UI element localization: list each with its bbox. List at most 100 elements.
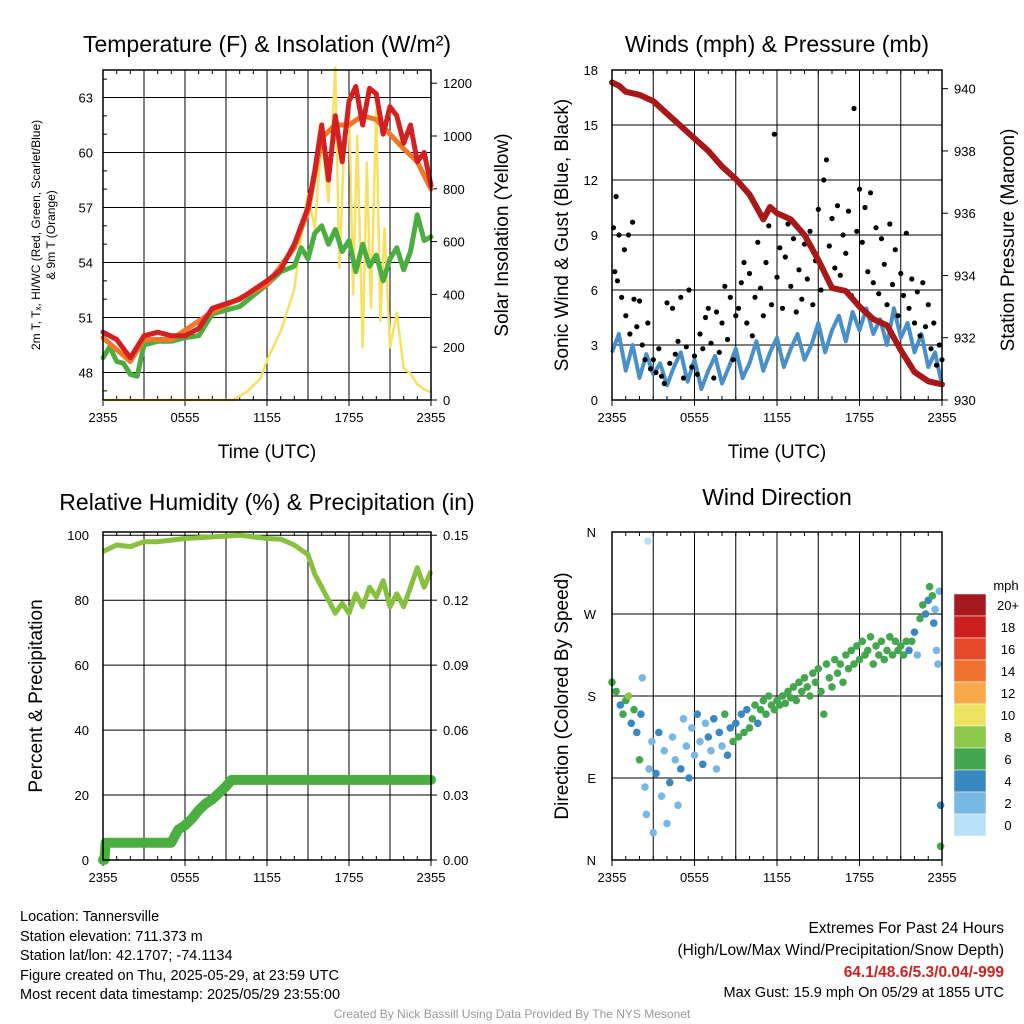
y2-tick-label: 940: [954, 82, 976, 97]
gust-point: [727, 294, 733, 300]
chart-title: Wind Direction: [702, 484, 852, 510]
direction-point: [699, 760, 707, 769]
legend-label: 4: [1004, 774, 1011, 789]
gust-point: [823, 157, 830, 163]
plot-border: [611, 531, 943, 861]
plot-border: [102, 69, 432, 401]
gust-point: [719, 320, 725, 326]
gust-point: [909, 276, 915, 282]
gust-point: [763, 259, 769, 266]
direction-point: [921, 610, 930, 618]
direction-point: [817, 687, 825, 696]
y-axis-label: & 9m T (Orange): [44, 190, 58, 280]
y2-tick-label: 936: [954, 206, 976, 221]
direction-point: [925, 582, 934, 591]
y2-tick-label: 930: [954, 393, 976, 408]
direction-point: [932, 646, 941, 655]
gust-point: [680, 375, 687, 381]
legend-swatch: [953, 659, 987, 683]
y-axis-label: Direction (Colored By Speed): [552, 572, 573, 819]
gust-point: [815, 206, 821, 212]
series-station-pressure: [609, 79, 945, 388]
gust-point: [878, 236, 885, 242]
y-tick-label: E: [587, 771, 596, 786]
gust-point: [678, 294, 684, 300]
gust-point: [667, 360, 673, 366]
direction-point: [888, 651, 897, 659]
y2-tick-label: 1000: [443, 129, 472, 144]
station-latlon: Station lat/lon: 42.1707; -74.1134: [20, 948, 233, 964]
direction-point: [751, 701, 759, 709]
gust-point: [851, 105, 857, 112]
direction-point: [803, 683, 812, 691]
gust-point: [845, 208, 852, 214]
extremes-heading: Extremes For Past 24 Hours: [808, 920, 1004, 937]
direction-point: [734, 733, 743, 741]
direction-point: [809, 669, 817, 677]
figure-created: Figure created on Thu, 2025-05-29, at 23…: [20, 967, 339, 984]
direction-point: [641, 783, 649, 791]
gust-point: [843, 250, 849, 256]
gust-point: [705, 305, 711, 311]
x-tick-label: 1755: [845, 410, 874, 425]
direction-point: [877, 637, 886, 646]
gust-point: [755, 239, 761, 245]
gust-point: [746, 270, 753, 277]
direction-point: [897, 642, 905, 650]
panel-2: 2355 0555 1155 1755 235503691215189309329349…: [552, 31, 1019, 463]
gust-point: [854, 228, 860, 234]
y-tick-label: S: [587, 689, 596, 704]
direction-point: [704, 733, 713, 741]
station-elevation: Station elevation: 711.373 m: [20, 928, 203, 945]
direction-point: [828, 683, 836, 691]
direction-point: [729, 737, 737, 746]
y-tick-label: 48: [79, 366, 93, 381]
direction-point: [657, 792, 666, 800]
direction-point: [648, 737, 656, 746]
direction-point: [792, 696, 801, 705]
y-tick-label: N: [587, 853, 596, 868]
gust-point: [612, 269, 618, 275]
panel-3: 2355 0555 1155 1755 23550204060801000.000.03…: [26, 489, 475, 885]
gust-point: [867, 190, 874, 196]
legend-swatch: [953, 615, 987, 639]
legend-label: 14: [1001, 664, 1015, 679]
y-tick-label: 3: [591, 338, 598, 353]
y-axis-label: Percent & Precipitation: [26, 599, 47, 792]
gust-point: [752, 294, 758, 300]
x-axis-label: Time (UTC): [728, 442, 827, 463]
gust-point: [697, 331, 703, 337]
gust-point: [623, 313, 629, 319]
x-tick-label: 1155: [253, 410, 281, 425]
x-tick-label: 1755: [845, 870, 874, 885]
legend-swatch: [953, 769, 987, 793]
gust-point: [757, 285, 764, 291]
y-tick-label: 51: [79, 311, 93, 326]
gust-point: [928, 346, 934, 352]
gust-point: [785, 221, 791, 227]
y2-tick-label: 934: [954, 268, 976, 283]
y2-tick-label: 0.12: [443, 593, 468, 608]
gust-point: [656, 346, 662, 352]
direction-point: [913, 651, 922, 659]
legend-title: mph: [993, 578, 1018, 593]
direction-point: [645, 765, 653, 773]
y-tick-label: N: [587, 525, 596, 540]
gust-point: [788, 283, 794, 289]
direction-point: [934, 660, 942, 668]
y-tick-label: 12: [584, 173, 598, 188]
direction-point: [649, 828, 658, 837]
gust-point: [686, 287, 692, 293]
y2-tick-label: 0.00: [443, 853, 468, 868]
x-tick-label: 2355: [417, 410, 446, 425]
series-2m-td: [100, 212, 434, 379]
gust-point: [650, 357, 656, 363]
gust-point: [613, 193, 619, 200]
y-tick-label: 60: [75, 658, 89, 673]
direction-point: [732, 719, 740, 728]
direction-point: [919, 601, 927, 609]
y2-tick-label: 0: [443, 393, 450, 408]
y-tick-label: 100: [67, 528, 89, 543]
direction-point: [864, 646, 872, 655]
gust-point: [933, 362, 940, 368]
